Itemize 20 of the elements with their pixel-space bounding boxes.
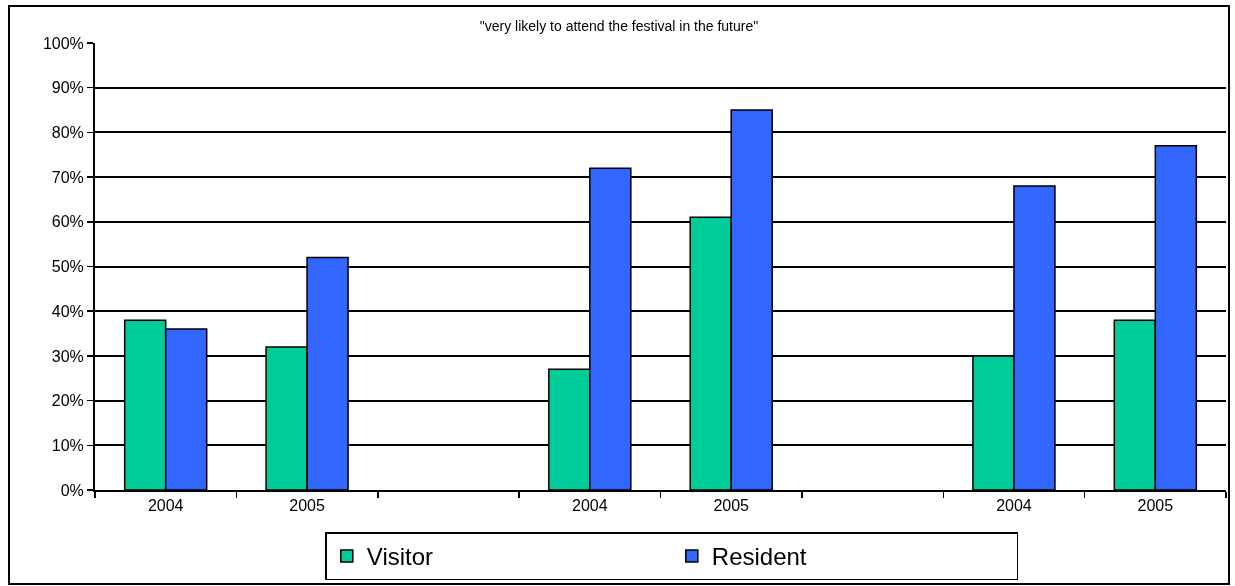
x-tick-label: 2004 [147, 497, 184, 515]
y-tick-label: 60% [51, 213, 84, 231]
y-tick-label: 20% [51, 392, 84, 410]
y-tick-label: 50% [51, 258, 84, 276]
y-tick-label: 80% [51, 124, 84, 141]
chart-title: "very likely to attend the festival in the future" [479, 17, 759, 34]
y-tick-label: 90% [51, 79, 84, 97]
x-tick-label: 2005 [289, 497, 325, 515]
y-tick-label: 30% [51, 347, 84, 365]
legend-label: Resident [711, 543, 807, 571]
x-tick-label: 2005 [713, 497, 750, 515]
x-tick-label: 2004 [996, 497, 1032, 515]
x-tick-label: 2005 [1137, 497, 1174, 515]
y-tick-label: 70% [51, 168, 84, 186]
x-tick-label: 2004 [572, 497, 608, 515]
y-tick-label: 100% [42, 34, 84, 52]
y-tick-label: 0% [60, 481, 84, 499]
y-tick-label: 10% [51, 436, 84, 454]
legend-label: Visitor [366, 543, 434, 571]
y-tick-label: 40% [51, 302, 84, 320]
